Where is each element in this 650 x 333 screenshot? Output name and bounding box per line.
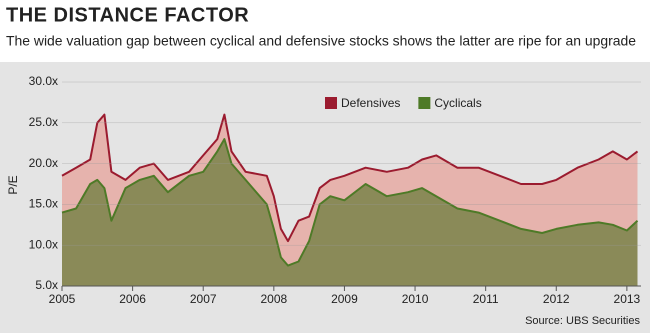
series-area — [62, 139, 638, 286]
x-tick-label: 2010 — [402, 292, 429, 306]
x-tick-label: 2006 — [119, 292, 146, 306]
y-tick-label: 10.0x — [29, 237, 58, 251]
y-tick-label: 20.0x — [29, 156, 58, 170]
chart-title: THE DISTANCE FACTOR — [6, 4, 249, 26]
x-tick-label: 2009 — [331, 292, 358, 306]
legend-label: Defensives — [341, 96, 400, 110]
x-tick-label: 2011 — [473, 292, 499, 306]
source: Source: UBS Securities — [525, 315, 640, 327]
x-tick-label: 2013 — [614, 292, 641, 306]
legend-swatch — [325, 97, 337, 109]
y-tick-label: 25.0x — [29, 115, 58, 129]
y-tick-label: 30.0x — [29, 74, 58, 88]
legend-label: Cyclicals — [434, 96, 481, 110]
x-tick-label: 2005 — [49, 292, 76, 306]
x-tick-label: 2012 — [543, 292, 570, 306]
y-tick-label: 15.0x — [29, 197, 58, 211]
chart-subtitle: The wide valuation gap between cyclical … — [6, 33, 636, 49]
y-tick-label: 5.0x — [35, 278, 58, 292]
x-tick-label: 2008 — [260, 292, 287, 306]
series-line — [61, 138, 639, 267]
series-line — [61, 113, 639, 243]
y-axis-label: P/E — [6, 175, 20, 194]
legend-swatch — [418, 97, 431, 109]
x-tick-label: 2007 — [190, 292, 217, 306]
